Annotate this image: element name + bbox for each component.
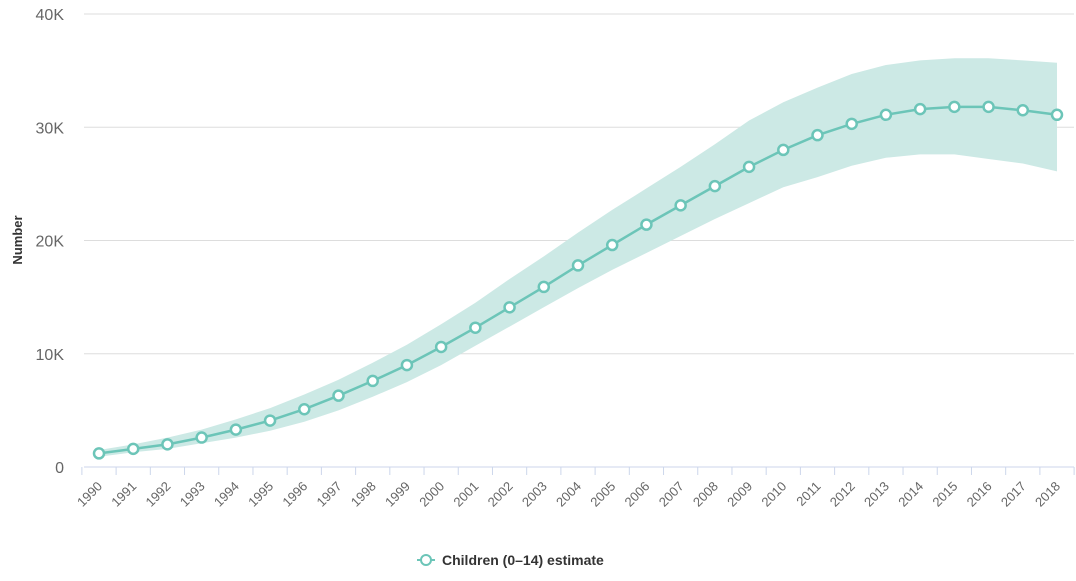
data-point[interactable] — [229, 423, 243, 436]
x-tick-label: 2009 — [724, 479, 755, 510]
x-tick-label: 2005 — [587, 479, 618, 510]
x-tick-label: 1991 — [108, 479, 139, 510]
data-point[interactable] — [263, 414, 277, 427]
data-point[interactable] — [948, 100, 961, 114]
legend-item[interactable]: Children (0–14) estimate — [417, 552, 604, 568]
legend-label: Children (0–14) estimate — [442, 552, 604, 568]
data-point[interactable] — [126, 442, 140, 456]
legend-marker-icon — [420, 554, 432, 566]
x-tick-label: 1999 — [382, 479, 413, 510]
x-tick-label: 2008 — [690, 479, 721, 510]
x-tick-label: 2011 — [793, 479, 823, 509]
x-tick-label: 2002 — [485, 479, 516, 510]
x-tick-label: 1996 — [279, 479, 310, 510]
data-point[interactable] — [366, 374, 379, 388]
x-tick-label: 2004 — [553, 479, 584, 510]
data-point[interactable] — [1016, 104, 1030, 117]
x-tick-label: 1990 — [74, 479, 105, 510]
data-point[interactable] — [195, 431, 208, 444]
data-point[interactable] — [845, 117, 858, 131]
data-point[interactable] — [742, 160, 756, 174]
data-point[interactable] — [161, 438, 174, 451]
y-tick-label: 0 — [55, 460, 64, 477]
data-point[interactable] — [811, 128, 824, 142]
x-tick-label: 1993 — [177, 479, 208, 510]
x-tick-label: 2007 — [656, 479, 687, 510]
x-tick-label: 1997 — [314, 479, 345, 510]
confidence-band — [99, 58, 1057, 457]
x-tick-label: 1994 — [211, 479, 242, 510]
y-tick-label: 30K — [36, 120, 65, 137]
data-point[interactable] — [92, 447, 106, 460]
data-point[interactable] — [332, 389, 345, 402]
data-point[interactable] — [571, 259, 585, 272]
data-point[interactable] — [1050, 108, 1064, 122]
data-point[interactable] — [913, 102, 927, 116]
data-point[interactable] — [469, 321, 482, 334]
x-tick-label: 2016 — [964, 479, 995, 510]
data-point[interactable] — [537, 280, 551, 294]
x-tick-label: 2013 — [861, 479, 892, 510]
x-tick-label: 2015 — [929, 479, 960, 510]
x-tick-label: 2014 — [895, 479, 926, 510]
data-point[interactable] — [982, 100, 995, 114]
data-point[interactable] — [503, 301, 516, 314]
x-tick-label: 2006 — [621, 479, 652, 510]
data-point[interactable] — [708, 179, 722, 193]
data-point[interactable] — [434, 340, 448, 354]
data-point[interactable] — [879, 108, 893, 122]
y-tick-label: 40K — [36, 7, 65, 24]
x-tick-label: 1998 — [348, 479, 379, 510]
x-tick-label: 2010 — [758, 479, 789, 510]
x-tick-label: 2003 — [519, 479, 550, 510]
x-tick-label: 2012 — [827, 479, 858, 510]
data-point[interactable] — [674, 199, 687, 212]
data-point[interactable] — [777, 143, 790, 157]
data-point[interactable] — [605, 238, 619, 252]
y-axis-title: Number — [10, 215, 25, 264]
data-point[interactable] — [400, 358, 414, 372]
data-point[interactable] — [298, 402, 311, 416]
x-tick-label: 1995 — [245, 479, 276, 510]
x-tick-label: 2001 — [450, 479, 481, 510]
y-tick-label: 10K — [36, 347, 65, 364]
y-tick-label: 20K — [36, 234, 65, 251]
x-tick-label: 2000 — [416, 479, 447, 510]
data-point[interactable] — [640, 218, 653, 231]
x-tick-label: 1992 — [142, 479, 173, 510]
x-tick-label: 2017 — [998, 479, 1029, 510]
x-tick-label: 2018 — [1032, 479, 1063, 510]
